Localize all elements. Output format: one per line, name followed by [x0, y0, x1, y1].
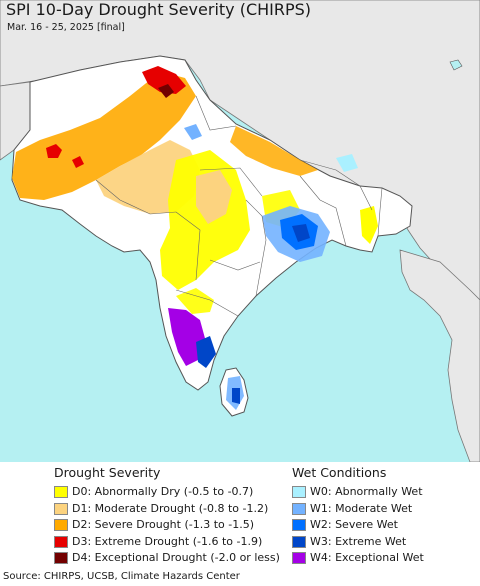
d4-kashmir: [158, 84, 174, 98]
legend-label-w0: W0: Abnormally Wet: [310, 485, 423, 499]
legend-item-w2: W2: Severe Wet: [292, 517, 424, 534]
legend-item-d4: D4: Exceptional Drought (-2.0 or less): [54, 550, 280, 567]
drought-map: SPI 10-Day Drought Severity (CHIRPS) Mar…: [0, 0, 480, 462]
legend-label-w1: W1: Moderate Wet: [310, 501, 413, 515]
legend-item-w0: W0: Abnormally Wet: [292, 484, 424, 501]
swatch-d3: [54, 535, 68, 548]
swatch-d0: [54, 486, 68, 499]
legend-label-d2: D2: Severe Drought (-1.3 to -1.5): [72, 518, 255, 532]
d3-pakistan-west: [46, 144, 62, 158]
swatch-d2: [54, 519, 68, 532]
legend-item-w3: W3: Extreme Wet: [292, 534, 424, 551]
swatch-w2: [292, 519, 306, 532]
map-canvas: [0, 0, 480, 462]
legend-label-w4: W4: Exceptional Wet: [310, 551, 424, 565]
d2-north-band: [230, 126, 318, 176]
swatch-w1: [292, 502, 306, 515]
legend-label-d1: D1: Moderate Drought (-0.8 to -1.2): [72, 501, 269, 515]
w3-south: [196, 336, 216, 368]
wet-legend-heading: Wet Conditions: [292, 465, 387, 480]
legend-item-d0: D0: Abnormally Dry (-0.5 to -0.7): [54, 484, 280, 501]
swatch-d1: [54, 502, 68, 515]
legend-label-d0: D0: Abnormally Dry (-0.5 to -0.7): [72, 485, 254, 499]
legend-item-w1: W1: Moderate Wet: [292, 501, 424, 518]
w1-north: [184, 124, 202, 140]
wet-legend: Wet Conditions W0: Abnormally Wet W1: Mo…: [292, 464, 424, 567]
outside-land-southeast: [399, 249, 480, 462]
w3-sri-lanka: [232, 388, 240, 404]
lake-icon: [449, 59, 463, 71]
source-credit: Source: CHIRPS, UCSB, Climate Hazards Ce…: [3, 571, 240, 582]
d0-south: [176, 288, 214, 314]
legend-label-w2: W2: Severe Wet: [310, 518, 398, 532]
legend-item-d2: D2: Severe Drought (-1.3 to -1.5): [54, 517, 280, 534]
legend: Drought Severity D0: Abnormally Dry (-0.…: [0, 462, 480, 570]
d2-pakistan: [12, 74, 196, 200]
legend-item-w4: W4: Exceptional Wet: [292, 550, 424, 567]
swatch-w0: [292, 486, 306, 499]
w4-southwest: [168, 308, 206, 366]
map-title: SPI 10-Day Drought Severity (CHIRPS): [6, 0, 312, 19]
swatch-d4: [54, 552, 68, 565]
w3-east-central: [292, 224, 310, 242]
swatch-w4: [292, 552, 306, 565]
d3-kashmir: [142, 66, 186, 94]
legend-item-d1: D1: Moderate Drought (-0.8 to -1.2): [54, 501, 280, 518]
legend-label-d4: D4: Exceptional Drought (-2.0 or less): [72, 551, 280, 565]
d3-pakistan-south: [72, 156, 84, 168]
d1-central: [196, 170, 232, 224]
w0-northeast: [336, 154, 358, 172]
map-subtitle: Mar. 16 - 25, 2025 [final]: [7, 22, 125, 33]
d0-bangladesh: [360, 206, 378, 244]
legend-label-d3: D3: Extreme Drought (-1.6 to -1.9): [72, 534, 263, 548]
legend-label-w3: W3: Extreme Wet: [310, 534, 407, 548]
swatch-w3: [292, 535, 306, 548]
drought-legend: Drought Severity D0: Abnormally Dry (-0.…: [54, 464, 280, 567]
legend-item-d3: D3: Extreme Drought (-1.6 to -1.9): [54, 534, 280, 551]
internal-borders: [95, 95, 383, 317]
drought-legend-heading: Drought Severity: [54, 465, 161, 480]
